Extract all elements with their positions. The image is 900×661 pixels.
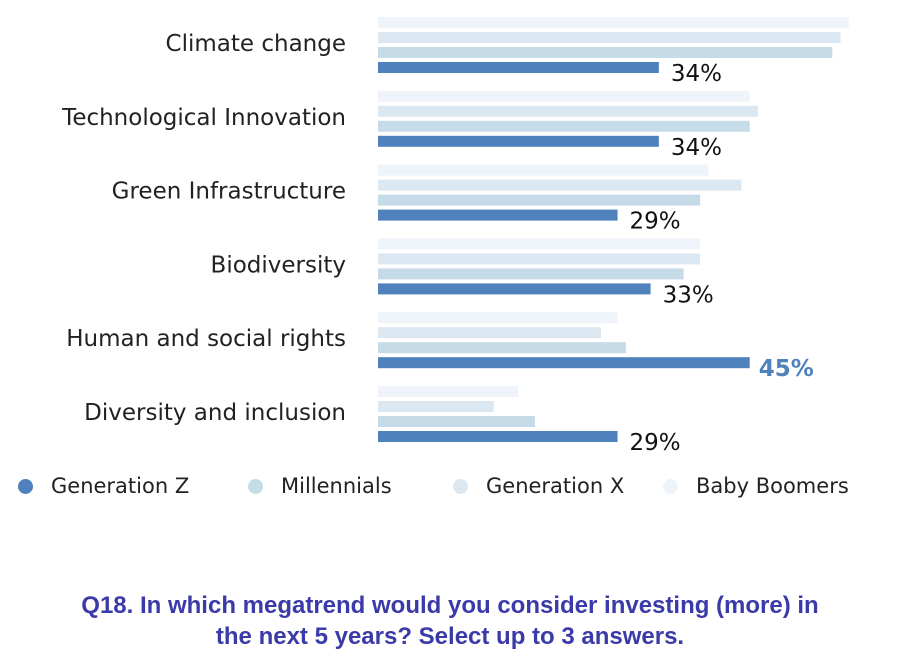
category-label: Biodiversity	[211, 252, 346, 278]
bar-generation-z	[378, 135, 659, 147]
bar-millennials	[378, 120, 750, 132]
bar-generation-z	[378, 209, 618, 221]
legend-marker	[248, 478, 263, 494]
data-label: 29%	[630, 209, 681, 235]
legend-marker	[663, 478, 678, 494]
bar-millennials	[378, 342, 626, 354]
bar-baby-boomers	[378, 90, 750, 102]
bar-generation-x	[378, 327, 602, 339]
bar-generation-x	[378, 179, 742, 191]
legend-label: Generation X	[486, 474, 625, 498]
bar-generation-x	[378, 401, 494, 412]
question-line-1: Q18. In which megatrend would you consid…	[81, 592, 819, 619]
bar-baby-boomers	[378, 17, 849, 28]
bar-generation-z	[378, 283, 651, 295]
legend-label: Millennials	[281, 474, 392, 498]
category-label: Green Infrastructure	[112, 179, 346, 205]
data-label: 33%	[663, 282, 714, 308]
bar-millennials	[378, 268, 684, 280]
legend-item-baby-boomers: Baby Boomers	[663, 474, 849, 498]
bar-baby-boomers	[378, 238, 701, 250]
legend-marker	[453, 478, 468, 494]
bar-chart: Climate change 34% Technological Innovatio…	[61, 17, 849, 456]
bar-generation-z	[378, 357, 750, 369]
bar-generation-z	[378, 62, 659, 73]
bar-millennials	[378, 416, 535, 427]
bar-baby-boomers	[378, 386, 519, 397]
bar-generation-z	[378, 431, 618, 442]
bar-millennials	[378, 47, 833, 58]
data-label: 34%	[671, 61, 722, 87]
legend: Generation Z Millennials Generation X Ba…	[18, 474, 849, 498]
category-label: Diversity and inclusion	[84, 400, 346, 426]
category-label: Technological Innovation	[61, 105, 346, 131]
bar-generation-x	[378, 32, 841, 43]
survey-question: Q18. In which megatrend would you consid…	[0, 590, 900, 652]
data-label: 29%	[630, 430, 681, 456]
data-label: 34%	[671, 135, 722, 161]
bar-generation-x	[378, 253, 701, 265]
question-line-2: the next 5 years? Select up to 3 answers…	[215, 623, 685, 650]
bar-baby-boomers	[378, 164, 709, 176]
legend-item-millennials: Millennials	[248, 474, 453, 498]
data-label: 45%	[759, 356, 814, 382]
legend-marker	[18, 478, 33, 494]
legend-label: Generation Z	[51, 474, 190, 498]
legend-item-generation-z: Generation Z	[18, 474, 248, 498]
category-label: Human and social rights	[66, 326, 346, 352]
legend-label: Baby Boomers	[696, 474, 849, 498]
category-label: Climate change	[166, 31, 346, 57]
legend-item-generation-x: Generation X	[453, 474, 663, 498]
bar-generation-x	[378, 105, 758, 117]
bar-baby-boomers	[378, 312, 618, 324]
bar-millennials	[378, 194, 701, 206]
